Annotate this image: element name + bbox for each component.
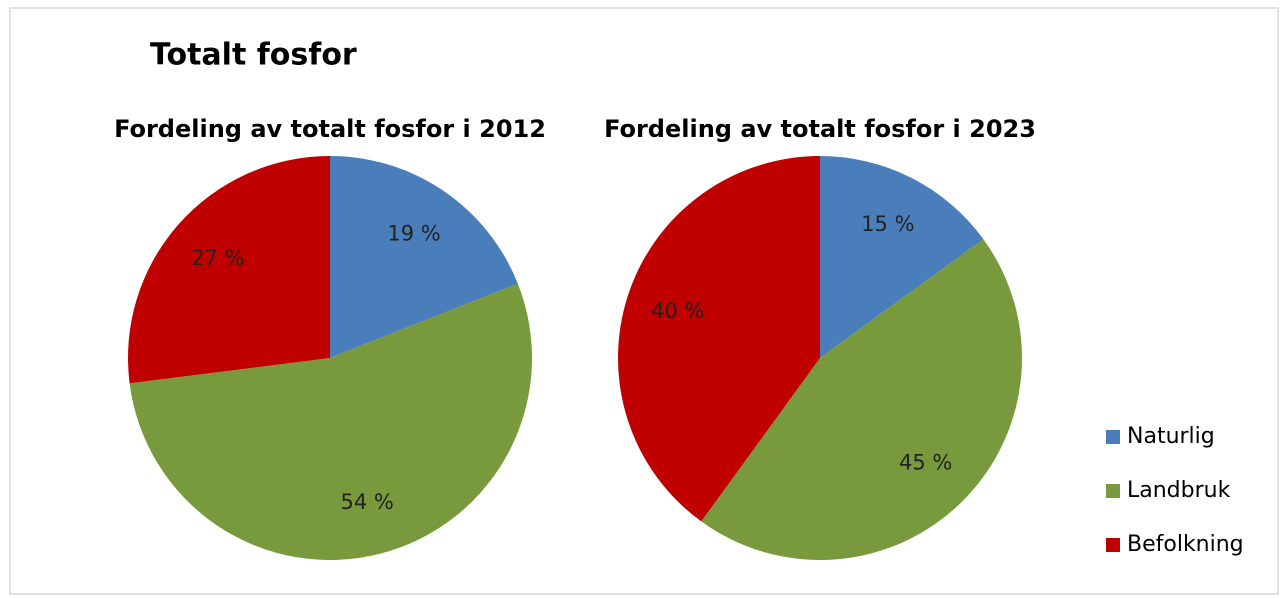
pie-slice <box>128 156 330 384</box>
slice-label: 19 % <box>387 221 440 245</box>
legend-swatch <box>1106 484 1120 498</box>
slice-label: 40 % <box>651 299 704 323</box>
pie-title: Fordeling av totalt fosfor i 2023 <box>604 115 1036 143</box>
pie-title: Fordeling av totalt fosfor i 2012 <box>114 115 546 143</box>
legend-swatch <box>1106 430 1120 444</box>
legend-label: Befolkning <box>1127 532 1244 557</box>
slice-label: 54 % <box>340 490 393 514</box>
chart-title: Totalt fosfor <box>150 38 357 73</box>
slice-label: 27 % <box>191 246 244 270</box>
pie-slice <box>330 156 518 358</box>
legend-label: Naturlig <box>1127 424 1215 449</box>
slice-label: 15 % <box>861 212 914 236</box>
pie-slice <box>701 239 1022 560</box>
pie-slice <box>129 283 532 561</box>
legend-label: Landbruk <box>1127 478 1231 503</box>
pie-slice <box>820 156 984 358</box>
legend-swatch <box>1106 538 1120 552</box>
pie-slice <box>618 155 820 522</box>
slice-label: 45 % <box>899 451 952 475</box>
